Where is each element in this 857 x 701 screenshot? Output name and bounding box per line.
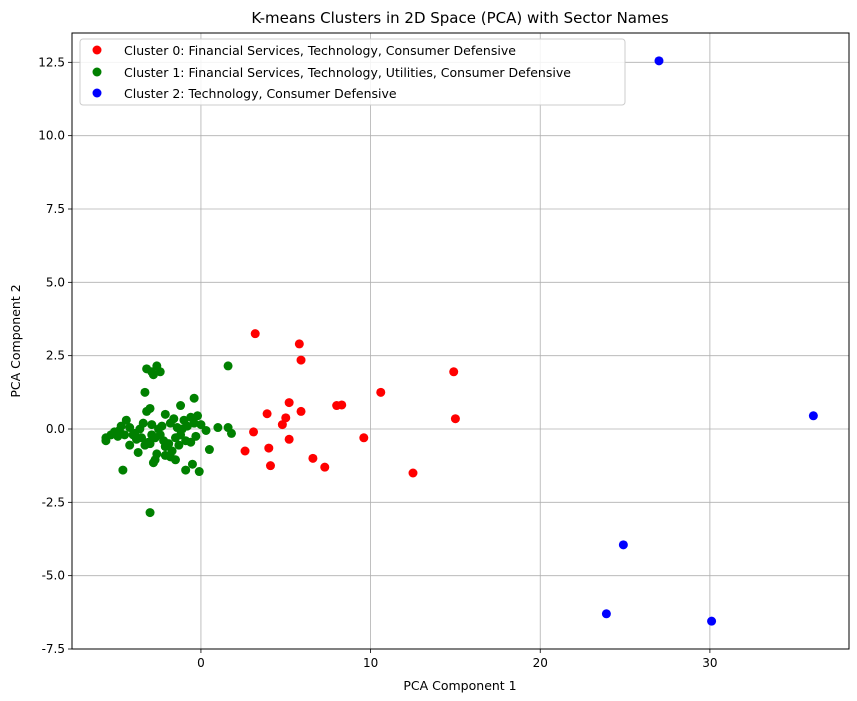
- cluster-0-point: [320, 462, 330, 472]
- cluster-1-point: [101, 433, 111, 443]
- x-tick-label: 30: [702, 656, 717, 670]
- cluster-1-point: [145, 439, 155, 449]
- y-tick-label: 5.0: [46, 275, 65, 289]
- cluster-1-point: [196, 420, 206, 430]
- cluster-0-point: [449, 367, 459, 377]
- cluster-0-point: [296, 355, 306, 365]
- cluster-1-point: [133, 447, 143, 457]
- x-tick-label: 0: [197, 656, 205, 670]
- cluster-0-point: [308, 453, 318, 463]
- cluster-1-point: [125, 423, 135, 433]
- cluster-0-point: [240, 446, 250, 456]
- cluster-2-point: [707, 616, 717, 626]
- cluster-1-point: [130, 428, 140, 438]
- cluster-0-point: [281, 413, 291, 423]
- x-tick-label: 10: [363, 656, 378, 670]
- cluster-1-point: [165, 418, 175, 428]
- cluster-1-point: [121, 415, 131, 425]
- x-axis-ticks: 0 10 20 30: [197, 649, 718, 670]
- legend-marker-cluster-0: [92, 45, 102, 55]
- cluster-1-point: [223, 361, 233, 371]
- y-axis-label: PCA Component 2: [8, 284, 23, 397]
- cluster-0-point: [264, 443, 274, 453]
- legend-marker-cluster-2: [92, 88, 102, 98]
- cluster-0-point: [249, 427, 259, 437]
- cluster-1-point: [187, 459, 197, 469]
- y-tick-label: 7.5: [46, 202, 65, 216]
- cluster-0-point: [265, 461, 275, 471]
- cluster-0-point: [376, 387, 386, 397]
- cluster-1-point: [140, 387, 150, 397]
- cluster-1-point: [226, 428, 236, 438]
- legend-label-cluster-2: Cluster 2: Technology, Consumer Defensiv…: [124, 86, 397, 101]
- scatter-points: [101, 56, 818, 626]
- legend-label-cluster-0: Cluster 0: Financial Services, Technolog…: [124, 43, 516, 58]
- cluster-1-point: [155, 367, 165, 377]
- cluster-1-point: [148, 370, 158, 380]
- cluster-1-point: [201, 425, 211, 435]
- cluster-1-point: [191, 431, 201, 441]
- y-axis-ticks: -7.5 -5.0 -2.5 0.0 2.5 5.0 7.5 10.0 12.5: [38, 55, 72, 656]
- cluster-1-point: [142, 406, 152, 416]
- legend-box: [79, 38, 626, 106]
- cluster-2-point: [808, 411, 818, 421]
- cluster-1-point: [147, 420, 157, 430]
- cluster-1-point: [148, 458, 158, 468]
- cluster-1-point: [174, 440, 184, 450]
- cluster-1-point: [204, 445, 214, 455]
- cluster-0-point: [250, 329, 260, 339]
- plot-area: [71, 32, 850, 650]
- cluster-1-point: [213, 423, 223, 433]
- cluster-1-point: [186, 437, 196, 447]
- y-tick-label: -5.0: [42, 569, 65, 583]
- y-tick-label: -7.5: [42, 642, 65, 656]
- y-tick-label: 12.5: [38, 55, 65, 69]
- cluster-1-point: [170, 455, 180, 465]
- y-tick-label: 2.5: [46, 349, 65, 363]
- cluster-0-point: [332, 401, 342, 411]
- y-tick-label: 0.0: [46, 422, 65, 436]
- cluster-2-point: [618, 540, 628, 550]
- cluster-1-point: [118, 465, 128, 475]
- cluster-2-point: [601, 609, 611, 619]
- cluster-1-point: [177, 424, 187, 434]
- y-tick-label: -2.5: [42, 495, 65, 509]
- cluster-0-point: [284, 434, 294, 444]
- cluster-1-point: [189, 418, 199, 428]
- x-tick-label: 20: [533, 656, 548, 670]
- cluster-0-point: [296, 406, 306, 416]
- cluster-1-point: [176, 401, 186, 411]
- x-axis-label: PCA Component 1: [403, 678, 516, 693]
- cluster-0-point: [294, 339, 304, 349]
- cluster-1-point: [160, 442, 170, 452]
- legend: Cluster 0: Financial Services, Technolog…: [79, 38, 626, 106]
- cluster-1-point: [157, 421, 167, 431]
- cluster-0-point: [359, 433, 369, 443]
- cluster-0-point: [262, 409, 272, 419]
- cluster-0-point: [450, 414, 460, 424]
- cluster-1-point: [160, 409, 170, 419]
- y-tick-label: 10.0: [38, 129, 65, 143]
- cluster-0-point: [277, 420, 287, 430]
- cluster-1-point: [194, 467, 204, 477]
- cluster-1-point: [181, 465, 191, 475]
- cluster-2-point: [654, 56, 664, 66]
- cluster-1-point: [189, 393, 199, 403]
- cluster-0-point: [408, 468, 418, 478]
- cluster-1-point: [137, 433, 147, 443]
- cluster-1-point: [125, 440, 135, 450]
- legend-marker-cluster-1: [92, 67, 102, 77]
- cluster-1-point: [145, 508, 155, 518]
- cluster-1-point: [193, 411, 203, 421]
- chart-title: K-means Clusters in 2D Space (PCA) with …: [251, 9, 668, 27]
- cluster-1-point: [115, 425, 125, 435]
- cluster-0-point: [284, 398, 294, 408]
- legend-label-cluster-1: Cluster 1: Financial Services, Technolog…: [124, 65, 571, 80]
